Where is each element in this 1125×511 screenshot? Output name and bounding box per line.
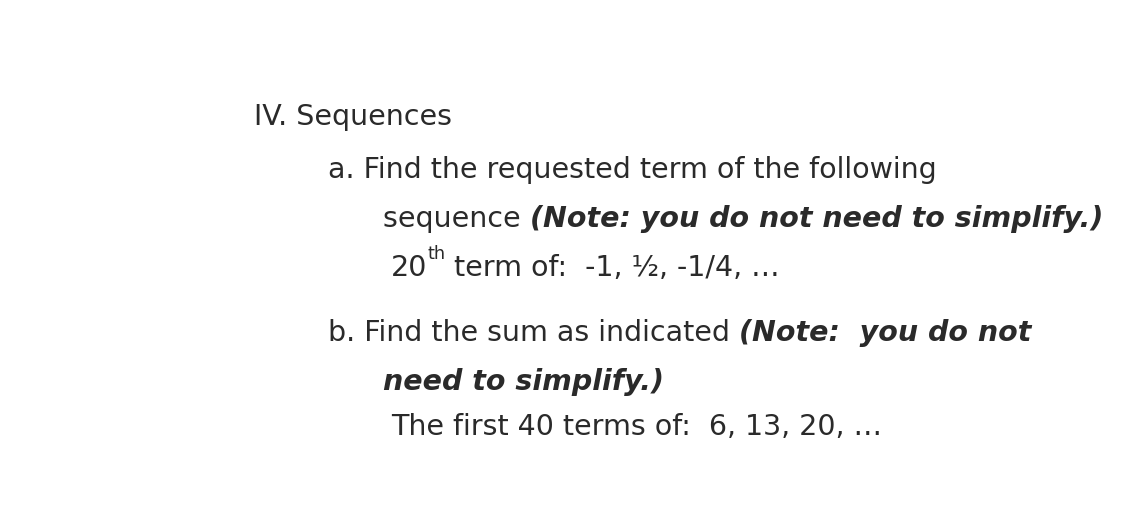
Text: 20: 20 [390,254,428,282]
Text: term of:  -1, ½, -1/4, …: term of: -1, ½, -1/4, … [446,254,780,282]
Text: (Note:  you do not: (Note: you do not [739,319,1032,347]
Text: The first 40 terms of:  6, 13, 20, …: The first 40 terms of: 6, 13, 20, … [390,413,882,442]
Text: need to simplify.): need to simplify.) [382,368,664,396]
Text: th: th [428,245,446,264]
Text: b. Find the sum as indicated: b. Find the sum as indicated [328,319,739,347]
Text: a. Find the requested term of the following: a. Find the requested term of the follow… [328,156,937,184]
Text: IV. Sequences: IV. Sequences [254,103,452,131]
Text: (Note: you do not need to simplify.): (Note: you do not need to simplify.) [530,205,1102,233]
Text: sequence: sequence [382,205,530,233]
